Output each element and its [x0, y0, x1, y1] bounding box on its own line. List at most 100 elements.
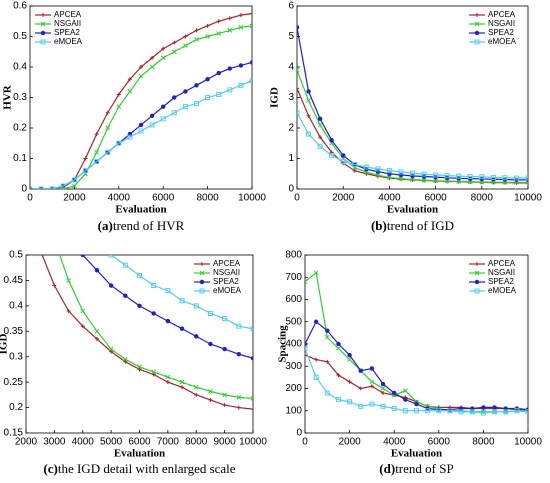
marker	[313, 374, 319, 380]
y-tick-label: 6	[288, 1, 294, 12]
marker	[165, 318, 171, 324]
marker	[205, 95, 211, 100]
x-tick-label: 8000	[471, 193, 494, 204]
marker	[474, 270, 480, 276]
marker	[236, 395, 242, 400]
x-tick-label: 6000	[128, 437, 151, 448]
series-group	[30, 11, 252, 189]
x-axis-label: Evaluation	[114, 448, 165, 460]
marker	[123, 359, 128, 364]
x-tick-label: 3000	[43, 437, 66, 448]
y-tick-label: 3	[288, 92, 294, 103]
x-tick-label: 8000	[472, 437, 495, 448]
marker	[138, 73, 144, 79]
x-tick-label: 2000	[15, 437, 38, 448]
marker	[336, 341, 341, 347]
caption: (c)the IGD detail with enlarged scale	[43, 461, 235, 476]
marker	[458, 409, 464, 415]
marker	[387, 175, 392, 180]
x-tick-label: 6000	[428, 437, 451, 448]
marker	[40, 30, 46, 36]
marker	[137, 364, 142, 370]
marker	[52, 192, 56, 196]
x-tick-label: 0	[302, 437, 308, 448]
y-tick-label: 800	[285, 250, 302, 261]
marker	[474, 39, 480, 45]
panel: 0 2000 4000 6000 8000 10000 0 1 2 3 4 5 6 Evaluation I…	[269, 1, 543, 233]
marker	[358, 403, 364, 409]
marker	[161, 46, 166, 51]
legend-label: SPEA2	[488, 277, 514, 286]
marker	[94, 268, 100, 273]
marker	[38, 186, 44, 189]
caption-label: (b)	[371, 218, 387, 233]
marker	[335, 397, 341, 403]
marker	[249, 60, 252, 65]
marker	[94, 328, 100, 334]
marker	[171, 49, 177, 55]
marker	[352, 162, 358, 168]
caption-label: (a)	[98, 218, 113, 233]
marker	[72, 183, 77, 189]
marker	[490, 174, 496, 180]
marker	[513, 175, 519, 181]
marker	[375, 166, 381, 172]
marker	[199, 288, 205, 294]
marker	[305, 345, 308, 351]
marker	[305, 341, 308, 347]
marker	[250, 11, 252, 16]
marker	[105, 149, 111, 155]
marker	[369, 401, 375, 407]
marker	[306, 89, 311, 94]
y-tick-label: 700	[285, 272, 302, 283]
marker	[216, 70, 221, 76]
y-tick-label: 600	[285, 294, 302, 305]
marker	[138, 128, 144, 134]
y-tick-label: 200	[285, 383, 302, 394]
marker	[410, 177, 415, 182]
marker	[38, 202, 42, 206]
series-group	[297, 25, 528, 185]
marker	[108, 283, 114, 288]
y-tick-label: 0.4	[13, 62, 27, 73]
y-tick-label: 0.1	[13, 153, 27, 164]
marker	[193, 384, 199, 390]
marker	[336, 346, 341, 351]
legend-label: NSGAII	[488, 19, 515, 28]
marker	[474, 21, 480, 27]
y-tick-label: 0.45	[4, 275, 24, 286]
x-tick-label: 4000	[72, 437, 95, 448]
marker	[402, 408, 408, 414]
marker	[502, 175, 508, 181]
legend-label: APCEA	[488, 259, 516, 268]
caption-label: (c)	[43, 461, 57, 476]
marker	[137, 367, 142, 372]
marker	[347, 379, 352, 384]
marker	[94, 132, 99, 137]
marker	[52, 192, 56, 196]
marker	[160, 55, 166, 61]
marker	[249, 78, 252, 84]
marker	[151, 311, 156, 316]
marker	[122, 262, 128, 268]
marker	[381, 390, 386, 395]
panel: 0 2000 4000 6000 8000 10000 0 0.1 0.2 0.3 0.4 0.5 0.…	[2, 1, 267, 233]
y-tick-label: 0.35	[4, 326, 24, 337]
marker	[194, 392, 199, 397]
legend-label: NSGAII	[488, 268, 515, 277]
marker	[436, 408, 442, 414]
marker	[305, 279, 308, 285]
y-tick-label: 500	[285, 316, 302, 327]
marker	[71, 177, 77, 183]
marker	[150, 55, 155, 60]
marker	[66, 308, 71, 313]
marker	[341, 153, 346, 158]
marker	[238, 24, 244, 30]
marker	[227, 66, 232, 71]
marker	[149, 64, 155, 70]
marker	[216, 19, 221, 24]
marker	[105, 110, 110, 115]
marker	[479, 174, 485, 180]
